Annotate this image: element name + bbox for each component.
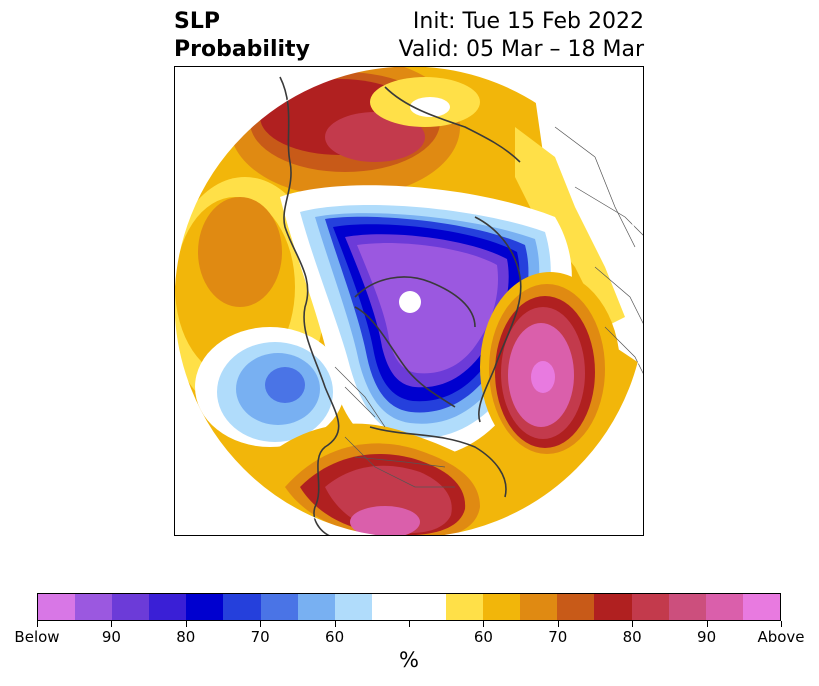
colorbar-tick: [706, 621, 708, 627]
colorbar-segment: [631, 594, 669, 620]
colorbar-segment: [112, 594, 150, 620]
colorbar-segment: [149, 594, 187, 620]
colorbar-segment: [297, 594, 335, 620]
colorbar-tick: [483, 621, 485, 627]
colorbar-tick-label: 70: [250, 628, 270, 646]
colorbar-segment: [557, 594, 595, 620]
map-title: SLP Probability: [174, 8, 310, 64]
colorbar-segment: [705, 594, 743, 620]
colorbar-segment: [408, 594, 447, 620]
colorbar-tick-label: 60: [473, 628, 493, 646]
east-yellow-band: [515, 127, 625, 327]
colorbar-tick-label: Below: [14, 628, 60, 646]
coastlines: [279, 76, 522, 535]
valid-range: Valid: 05 Mar – 18 Mar: [398, 37, 644, 62]
probability-map-svg: [175, 67, 643, 535]
init-date: Init: Tue 15 Feb 2022: [412, 9, 644, 34]
colorbar-segment: [334, 594, 372, 620]
europe-above: [531, 361, 555, 393]
colorbar-tick: [409, 621, 410, 627]
north-white-patch: [410, 97, 450, 117]
map-dates: Init: Tue 15 Feb 2022 Valid: 05 Mar – 18…: [399, 8, 644, 64]
colorbar-segment: [520, 594, 558, 620]
polar-map: [174, 66, 644, 536]
colorbar-tick-label: 90: [697, 628, 717, 646]
colorbar-unit: %: [399, 648, 419, 672]
colorbar-segment: [446, 594, 484, 620]
colorbar-tick-label: 80: [622, 628, 642, 646]
colorbar-segment: [668, 594, 706, 620]
below-90: [357, 243, 498, 374]
colorbar-segment: [742, 594, 780, 620]
south-90: [350, 506, 420, 535]
probability-field: [175, 67, 643, 535]
colorbar-tick: [260, 621, 262, 627]
colorbar-tick: [781, 621, 782, 627]
colorbar-tick-label: Above: [757, 628, 805, 646]
north-85: [325, 112, 425, 162]
pacific-70: [265, 367, 305, 403]
colorbar-tick: [557, 621, 559, 627]
colorbar-tick-label: 90: [101, 628, 121, 646]
colorbar-tick: [185, 621, 187, 627]
colorbar-tick: [334, 621, 336, 627]
colorbar-segment: [483, 594, 521, 620]
colorbar: [37, 593, 781, 621]
colorbar-tick: [111, 621, 113, 627]
colorbar-segment: [186, 594, 224, 620]
pole-hole: [399, 291, 421, 313]
title-variable: SLP: [174, 9, 220, 34]
colorbar-tick: [37, 621, 38, 627]
colorbar-segment: [371, 594, 409, 620]
colorbar-segment: [223, 594, 261, 620]
colorbar-tick: [632, 621, 634, 627]
colorbar-segment: [38, 594, 76, 620]
colorbar-tick-label: 80: [176, 628, 196, 646]
colorbar-tick-label: 70: [548, 628, 568, 646]
colorbar-segment: [260, 594, 298, 620]
colorbar-segment: [594, 594, 632, 620]
colorbar-segment: [75, 594, 113, 620]
borders: [334, 126, 643, 488]
title-product: Probability: [174, 37, 310, 62]
atlantic-70: [198, 197, 282, 307]
colorbar-tick-label: 60: [325, 628, 345, 646]
